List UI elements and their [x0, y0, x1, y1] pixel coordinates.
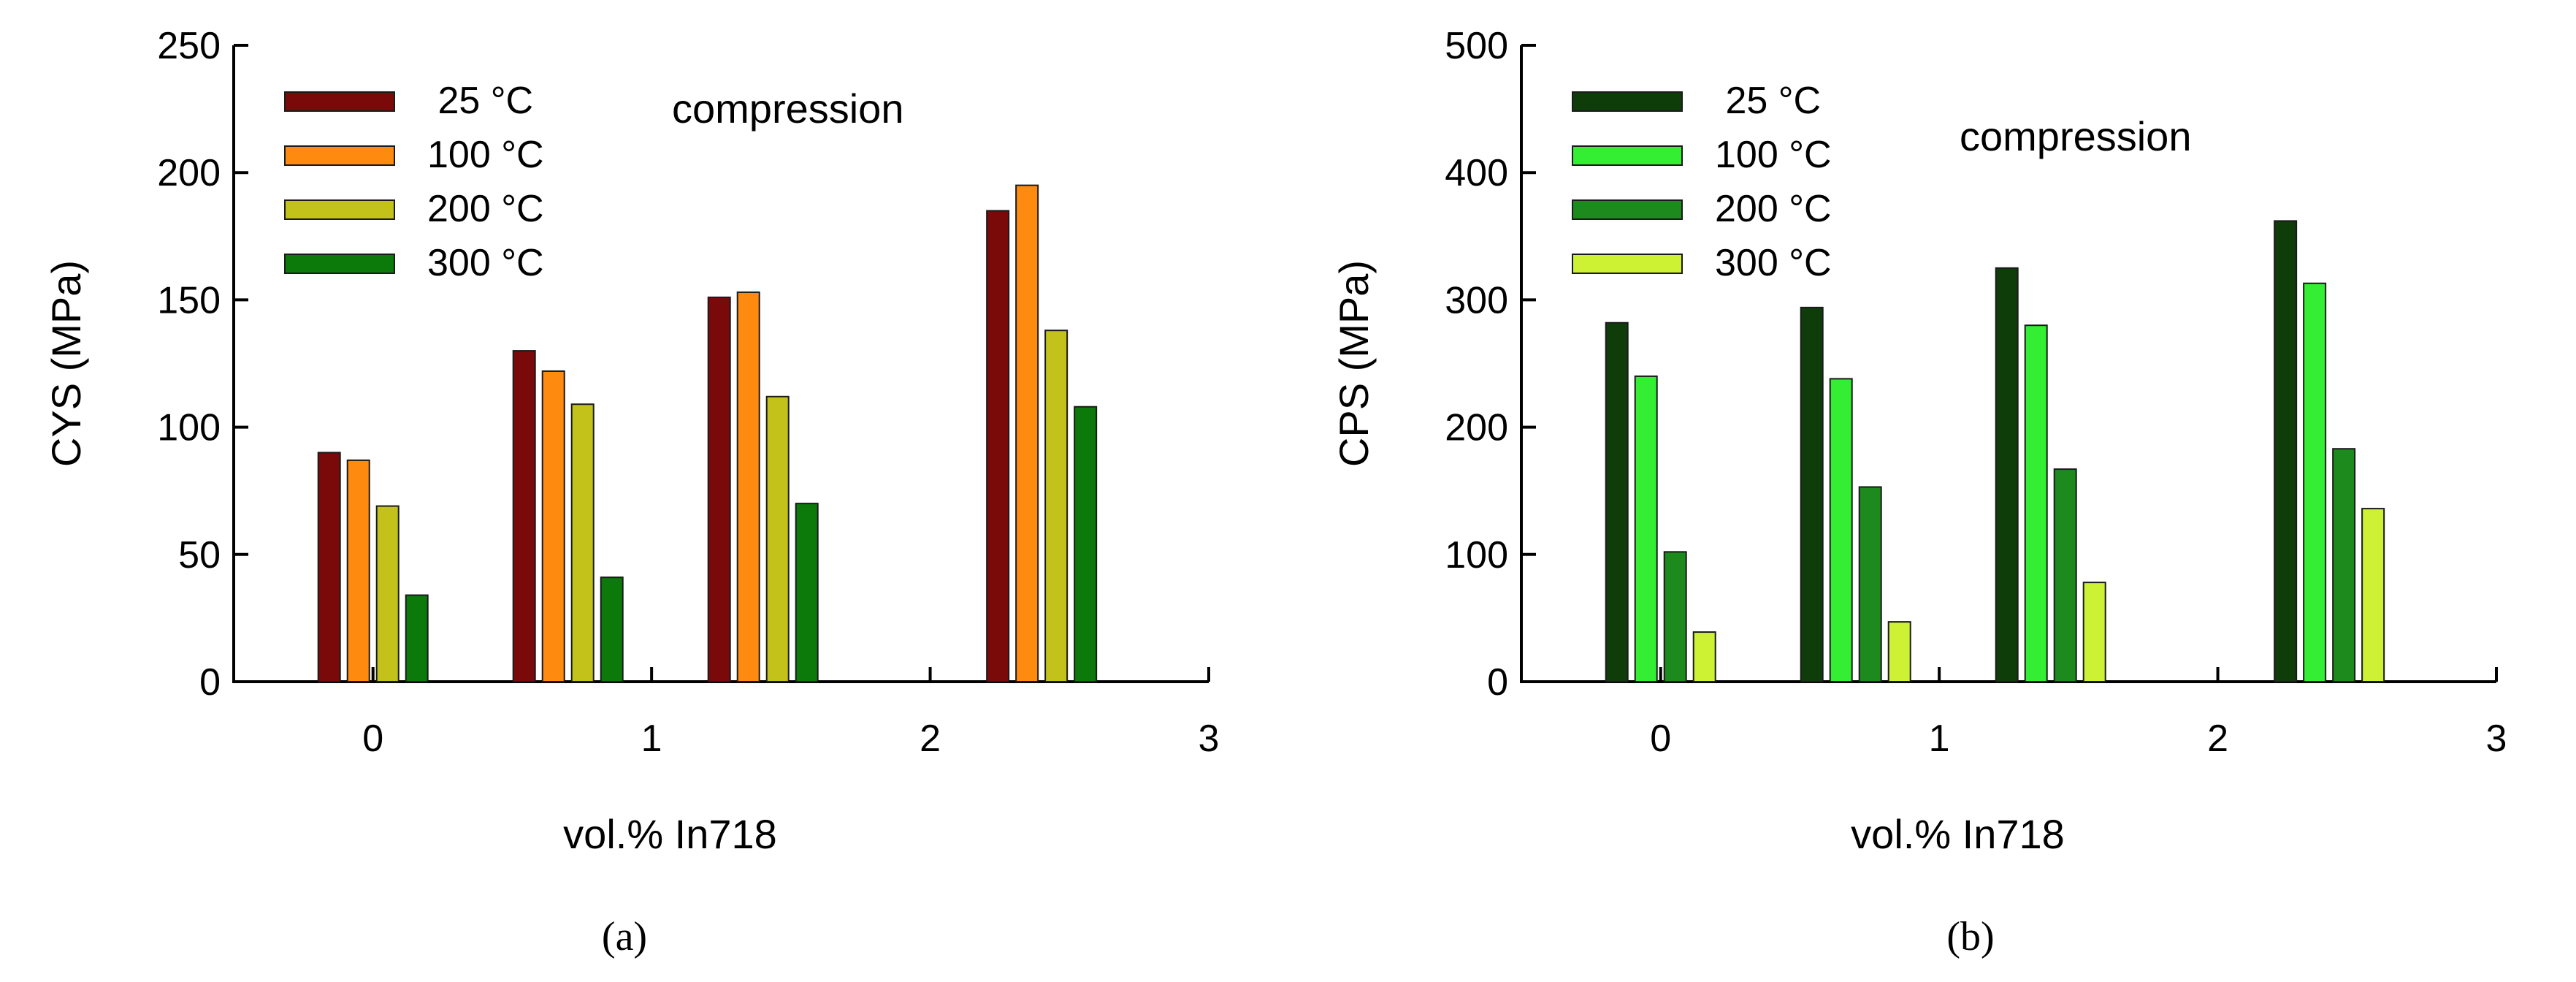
chart-a-y-tick-label: 150	[157, 279, 221, 321]
chart-b-bar-0-3	[1692, 631, 1716, 683]
chart-a-legend-label: 300 °C	[427, 242, 544, 284]
chart-b-bar-1-2	[1858, 486, 1882, 682]
chart-a-y-tick-label: 200	[157, 152, 221, 194]
chart-a-bar-2-3	[795, 503, 819, 682]
chart-b-y-tick-label: 0	[1487, 661, 1508, 704]
chart-b-y-tick-label: 500	[1445, 25, 1508, 67]
chart-b-x-tick-label: 3	[2486, 718, 2507, 760]
chart-b-bar-0-0	[1605, 321, 1629, 682]
chart-b-bar-2-0	[1995, 267, 2019, 683]
chart-b-bar-3-0	[2274, 220, 2298, 682]
chart-b-x-tick-label: 1	[1929, 718, 1950, 760]
chart-b-y-tick-label: 400	[1445, 152, 1508, 194]
chart-b-x-tick-label: 0	[1650, 718, 1671, 760]
chart-a-bar-0-0	[317, 452, 341, 682]
chart-b-legend-swatch	[1572, 254, 1683, 274]
chart-a-bar-3-1	[1015, 184, 1039, 682]
chart-b-x-tick-label: 2	[2207, 718, 2228, 760]
chart-b-bar-3-2	[2332, 448, 2356, 682]
chart-a-legend-label: 100 °C	[427, 134, 544, 176]
chart-a-x-axis-label: vol.% In718	[563, 811, 777, 857]
chart-a-x-tick-label: 2	[920, 718, 941, 760]
chart-b-bar-2-1	[2024, 324, 2048, 682]
chart-a-x-tick-label: 0	[362, 718, 383, 760]
chart-a-bar-3-0	[986, 210, 1010, 682]
chart-panel-b: 0 100 200 300 400 500 0 1 2 3 vol.% In718 CPS (MPa)…	[1288, 0, 2575, 982]
chart-b-x-axis-label: vol.% In718	[1851, 811, 2065, 857]
chart-a-bar-1-1	[541, 370, 565, 682]
chart-a-y-tick-label: 250	[157, 25, 221, 67]
chart-a-legend-swatch	[284, 254, 395, 274]
chart-b-y-tick-label: 300	[1445, 279, 1508, 321]
chart-a-bar-0-2	[375, 505, 400, 682]
chart-b-bar-2-2	[2053, 468, 2077, 682]
chart-a-legend-swatch	[284, 199, 395, 220]
chart-b-bar-3-3	[2361, 508, 2385, 683]
chart-b-legend-swatch	[1572, 199, 1683, 220]
chart-panel-a: 0 50 100 150 200 250 0 1 2 3 vol.% In718 CYS (MPa) …	[43, 25, 1220, 959]
chart-b-legend-label: 200 °C	[1715, 188, 1832, 230]
chart-b-legend-swatch	[1572, 145, 1683, 166]
chart-b-bar-1-1	[1829, 378, 1853, 682]
chart-b-annotation: compression	[1960, 113, 2191, 159]
chart-a-bar-1-0	[512, 350, 536, 682]
chart-a-annotation: compression	[672, 85, 903, 132]
chart-b-legend-label: 300 °C	[1715, 242, 1832, 284]
chart-b-legend-label: 100 °C	[1715, 134, 1832, 176]
chart-a-legend-label: 200 °C	[427, 188, 544, 230]
chart-a-bar-1-2	[570, 403, 595, 683]
chart-b-y-axis-label: CPS (MPa)	[1331, 260, 1377, 467]
chart-a-y-tick-label: 0	[199, 661, 221, 704]
chart-a-x-tick-label: 3	[1199, 718, 1220, 760]
chart-b-svg: 0 100 200 300 400 500 0 1 2 3 vol.% In718 CPS (MPa)…	[1331, 25, 2507, 959]
chart-a-x-tick-label: 1	[641, 718, 662, 760]
chart-a-bar-0-1	[346, 459, 370, 683]
chart-b-y-tick-label: 100	[1445, 534, 1508, 576]
chart-b-bar-2-3	[2082, 582, 2106, 683]
chart-a-legend-swatch	[284, 145, 395, 166]
chart-b-bar-1-0	[1800, 306, 1824, 682]
chart-b-bar-0-2	[1663, 551, 1687, 682]
chart-a-bar-2-2	[765, 395, 790, 682]
chart-a-legend-label: 25 °C	[427, 80, 533, 122]
chart-a-y-tick-label: 50	[178, 534, 221, 576]
chart-a-panel-label: (a)	[602, 914, 647, 959]
chart-a-bar-3-3	[1074, 406, 1098, 683]
chart-b-y-tick-label: 200	[1445, 407, 1508, 449]
chart-b-bar-3-1	[2303, 282, 2327, 682]
chart-a-bar-2-0	[707, 296, 731, 682]
chart-a-bar-0-3	[405, 594, 429, 683]
chart-b-legend-swatch	[1572, 91, 1683, 112]
chart-b-panel-label: (b)	[1946, 914, 1994, 959]
chart-a-bar-1-3	[600, 576, 624, 682]
chart-b-bar-0-1	[1634, 375, 1658, 682]
chart-a-legend-swatch	[284, 91, 395, 112]
chart-a-bar-2-1	[736, 291, 760, 682]
chart-a-bar-3-2	[1044, 330, 1069, 682]
chart-b-bar-1-3	[1887, 621, 1911, 682]
chart-b-legend-label: 25 °C	[1715, 80, 1821, 122]
chart-a-y-axis-label: CYS (MPa)	[43, 260, 89, 467]
chart-a-y-tick-label: 100	[157, 407, 221, 449]
